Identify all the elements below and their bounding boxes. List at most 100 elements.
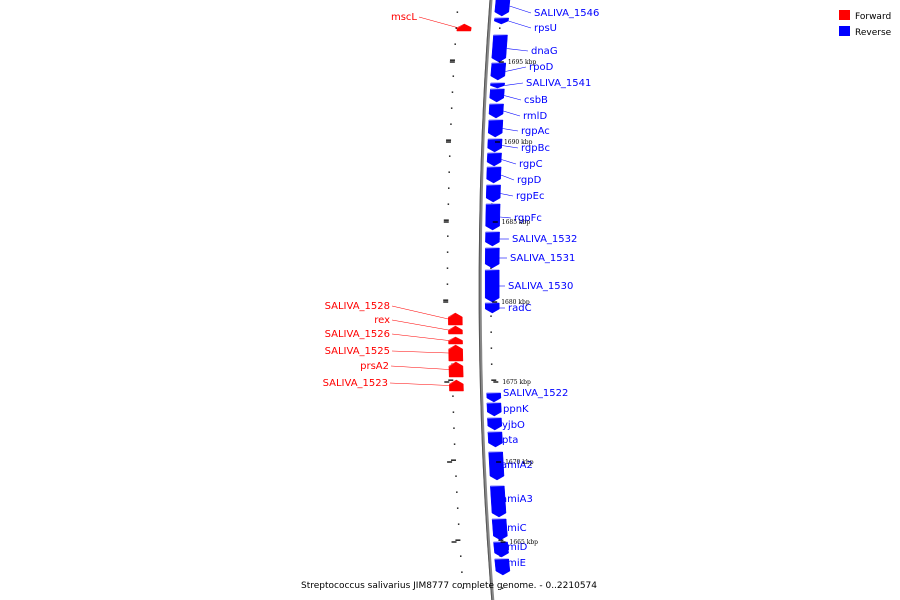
gene-highlight xyxy=(485,232,500,233)
gene-arrow-saliva_1522[interactable] xyxy=(486,392,502,403)
gene-arrow-rgpac[interactable] xyxy=(487,119,504,138)
gene-arrow-pta[interactable] xyxy=(487,431,503,448)
scale-tick xyxy=(491,379,497,381)
gene-label-saliva_1530[interactable]: SALIVA_1530 xyxy=(508,281,573,292)
strand-legend: Forward Reverse xyxy=(839,10,892,38)
gene-label-rpsu[interactable]: rpsU xyxy=(534,23,557,34)
map-caption: Streptococcus salivarius JIM8777 complet… xyxy=(301,581,597,591)
gene-label-amia3[interactable]: amiA3 xyxy=(501,494,533,505)
gene-arrow-amic[interactable] xyxy=(491,518,508,541)
scale-tick xyxy=(490,347,493,349)
gene-highlight xyxy=(485,303,500,304)
scale-tick xyxy=(446,267,449,269)
gene-label-rgpd[interactable]: rgpD xyxy=(517,175,542,186)
leader-line xyxy=(497,562,510,568)
leader-line xyxy=(499,408,502,410)
gene-arrow-rpsu[interactable] xyxy=(494,17,509,25)
gene-label-saliva_1526[interactable]: SALIVA_1526 xyxy=(325,329,390,340)
gene-arrow-saliva_1526[interactable] xyxy=(448,336,463,345)
gene-label-saliva_1528[interactable]: SALIVA_1528 xyxy=(325,301,390,312)
gene-label-yjbo[interactable]: yjbO xyxy=(502,420,525,431)
scale-tick xyxy=(453,443,456,445)
gene-label-amie[interactable]: amiE xyxy=(501,558,526,569)
gene-arrow-prsa2[interactable] xyxy=(448,361,464,378)
leader-line xyxy=(502,128,519,132)
gene-arrow-rgpbc[interactable] xyxy=(487,138,503,153)
gene-label-ppnk[interactable]: ppnK xyxy=(503,404,529,415)
gene-label-amid[interactable]: amiD xyxy=(501,542,528,553)
gene-arrow-ppnk[interactable] xyxy=(486,402,502,417)
gene-label-saliva_1531[interactable]: SALIVA_1531 xyxy=(510,253,575,264)
gene-label-rmld[interactable]: rmlD xyxy=(523,111,547,122)
gene-arrow-rmld[interactable] xyxy=(488,103,504,119)
gene-arrow-amia2[interactable] xyxy=(488,451,505,481)
gene-arrow-rgpfc[interactable] xyxy=(485,203,501,231)
gene-highlight xyxy=(488,139,503,140)
gene-highlight xyxy=(486,403,501,404)
gene-label-rgpac[interactable]: rgpAc xyxy=(521,126,550,137)
gene-highlight xyxy=(448,345,456,350)
leader-line xyxy=(500,193,514,197)
gene-arrow-saliva_1525[interactable] xyxy=(448,344,464,362)
gene-arrow-rgpd[interactable] xyxy=(486,166,502,184)
gene-arrow-rpod[interactable] xyxy=(490,62,507,81)
gene-label-mscl[interactable]: mscL xyxy=(391,12,417,23)
gene-arrow-yjbo[interactable] xyxy=(487,417,503,431)
gene-arrow-csbb[interactable] xyxy=(489,88,505,103)
gene-label-saliva_1523[interactable]: SALIVA_1523 xyxy=(323,378,388,389)
gene-label-rgpc[interactable]: rgpC xyxy=(519,159,543,170)
gene-label-saliva_1541[interactable]: SALIVA_1541 xyxy=(526,78,591,89)
gene-label-prsa2[interactable]: prsA2 xyxy=(360,361,389,372)
gene-label-rpod[interactable]: rpoD xyxy=(529,62,554,73)
gene-arrow-dnag[interactable] xyxy=(491,34,508,63)
gene-label-amia2[interactable]: amiA2 xyxy=(501,460,533,471)
scale-tick xyxy=(499,27,501,29)
gene-label-pta[interactable]: pta xyxy=(502,435,518,446)
kbp-marker-label: 1685 kbp xyxy=(502,219,531,226)
gene-arrow-rex[interactable] xyxy=(448,325,463,335)
gene-highlight xyxy=(487,418,502,419)
leader-line xyxy=(498,423,502,426)
gene-arrow-rgpec[interactable] xyxy=(485,184,501,203)
gene-highlight xyxy=(493,35,508,36)
leader-line xyxy=(497,498,506,502)
gene-label-dnag[interactable]: dnaG xyxy=(531,46,558,57)
gene-label-saliva_1522[interactable]: SALIVA_1522 xyxy=(503,388,568,399)
gene-arrow-saliva_1528[interactable] xyxy=(448,312,463,326)
gene-label-amic[interactable]: amiC xyxy=(501,523,527,534)
scale-tick xyxy=(447,203,450,205)
gene-arrow-amia3[interactable] xyxy=(490,485,507,518)
gene-arrow-saliva_1546[interactable] xyxy=(494,0,511,17)
gene-highlight xyxy=(486,185,501,186)
gene-arrow-saliva_1530[interactable] xyxy=(484,269,500,303)
gene-highlight xyxy=(448,313,456,318)
gene-arrow-saliva_1532[interactable] xyxy=(485,231,500,247)
gene-label-saliva_1525[interactable]: SALIVA_1525 xyxy=(325,346,390,357)
gene-label-saliva_1532[interactable]: SALIVA_1532 xyxy=(512,234,577,245)
kbp-marker-label: 1695 kbp xyxy=(508,59,537,66)
gene-label-rgpbc[interactable]: rgpBc xyxy=(521,143,550,154)
gene-label-rgpec[interactable]: rgpEc xyxy=(516,191,544,202)
leader-line xyxy=(391,350,449,354)
gene-label-rex[interactable]: rex xyxy=(374,315,390,326)
gene-highlight xyxy=(489,104,504,105)
gene-label-saliva_1546[interactable]: SALIVA_1546 xyxy=(534,8,599,19)
scale-tick xyxy=(456,11,459,13)
gene-highlight xyxy=(485,270,500,271)
gene-arrow-rgpc[interactable] xyxy=(486,152,502,167)
gene-label-radc[interactable]: radC xyxy=(508,303,532,314)
gene-arrow-mscl[interactable] xyxy=(456,23,472,32)
gene-arrow-saliva_1531[interactable] xyxy=(484,247,500,269)
gene-arrow-saliva_1541[interactable] xyxy=(490,82,505,89)
backbone-edge xyxy=(478,0,493,600)
leader-line xyxy=(498,439,503,441)
gene-label-csbb[interactable]: csbB xyxy=(524,95,548,106)
leader-line xyxy=(497,464,504,467)
gene-label-rgpfc[interactable]: rgpFc xyxy=(514,213,542,224)
gene-highlight xyxy=(488,452,503,453)
gene-highlight xyxy=(494,18,509,19)
gene-arrow-radc[interactable] xyxy=(484,302,500,314)
gene-arrow-saliva_1523[interactable] xyxy=(449,379,464,392)
gene-highlight xyxy=(448,337,456,342)
